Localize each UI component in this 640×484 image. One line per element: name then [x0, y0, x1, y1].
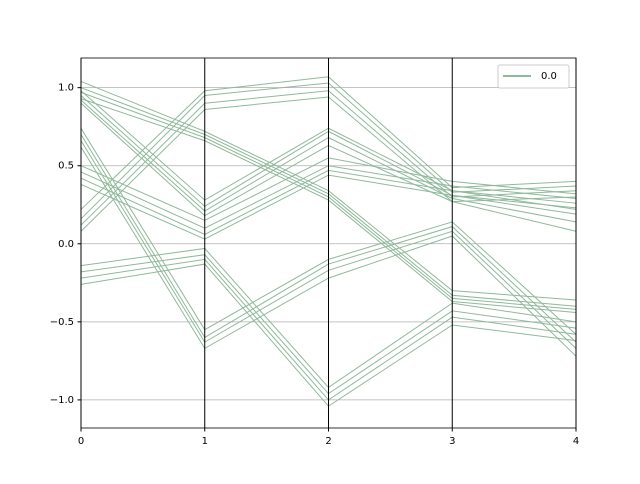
legend-label: 0.0 [541, 71, 557, 82]
y-tick-label: −1.0 [50, 395, 74, 406]
x-tick-label: 0 [78, 436, 84, 447]
y-tick-label: −0.5 [50, 317, 74, 328]
y-tick-label: 0.0 [58, 239, 74, 250]
x-tick-label: 2 [325, 436, 331, 447]
y-tick-label: 1.0 [58, 83, 74, 94]
y-tick-label: 0.5 [58, 161, 74, 172]
legend: 0.0 [497, 64, 570, 89]
x-tick-label: 1 [202, 436, 208, 447]
x-tick-label: 3 [449, 436, 455, 447]
x-tick-label: 4 [573, 436, 579, 447]
plot-frame [80, 57, 577, 429]
legend-box [497, 64, 570, 89]
